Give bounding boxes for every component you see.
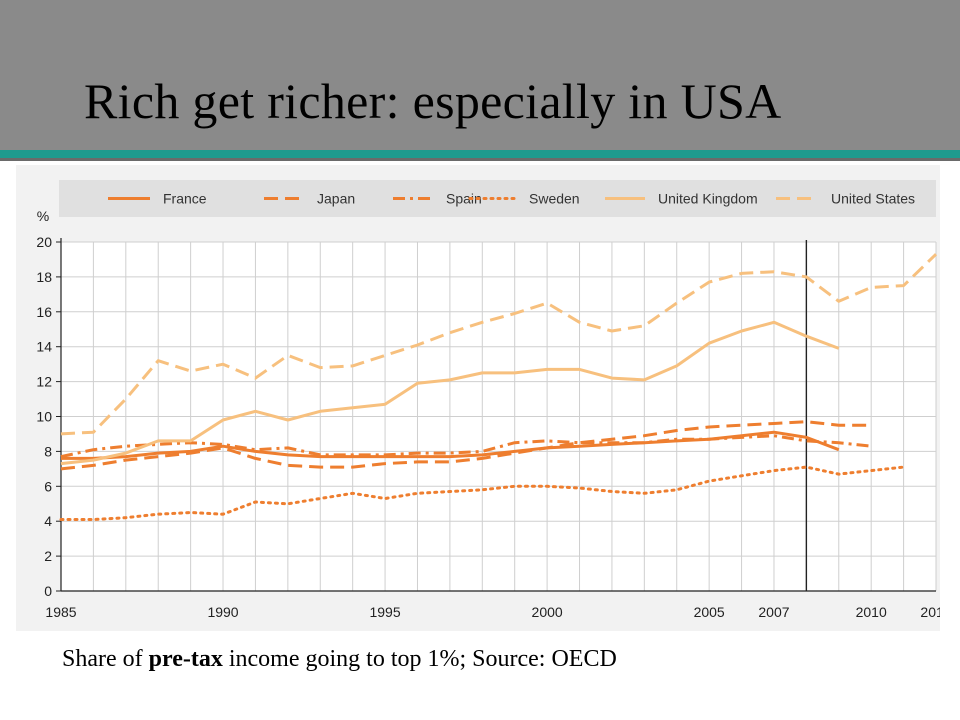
x-tick-label: 2005 [694,604,725,620]
x-tick-label: 2012 [920,604,940,620]
chart-caption: Share of pre-tax income going to top 1%;… [62,646,617,673]
y-tick-label: 16 [36,304,52,320]
series-line-united-states [60,253,938,436]
y-tick-label: 12 [36,374,52,390]
legend-label: Japan [317,191,355,207]
y-tick-label: 4 [44,513,52,529]
divider-rule [0,158,960,161]
x-tick-label: 2007 [758,604,789,620]
x-tick-label: 1995 [369,604,400,620]
y-tick-label: 0 [44,583,52,599]
legend-label: United States [831,191,915,207]
legend-label: France [163,191,207,207]
y-tick-label: 10 [36,409,52,425]
chart-axes: 0 2 4 6 8 10 12 14 16 18 20% 1985 1990 1995 2000 2005 20… [36,208,940,620]
caption-emphasis: pre-tax [148,646,223,672]
series-line-united-kingdom [60,320,840,466]
series-line-japan [60,420,872,471]
y-tick-label: 18 [36,269,52,285]
y-tick-label: 2 [44,548,52,564]
legend-label: United Kingdom [658,191,758,207]
x-tick-label: 2010 [856,604,887,620]
chart-legend: France Japan Spain Sweden United Kingdom Unit… [59,180,936,217]
x-tick-label: 1990 [207,604,238,620]
title-bar [0,0,960,150]
y-axis-label: % [37,208,49,224]
caption-suffix: income going to top 1%; Source: OECD [222,646,617,672]
series-line-sweden [59,465,906,521]
y-tick-label: 14 [36,339,52,355]
x-tick-label: 2000 [532,604,563,620]
chart-series [59,253,938,521]
caption-prefix: Share of [62,646,149,672]
y-tick-label: 8 [44,443,52,459]
y-tick-label: 20 [36,234,52,250]
accent-rule [0,150,960,158]
line-chart: France Japan Spain Sweden United Kingdom Unit… [36,180,940,620]
slide-title: Rich get richer: especially in USA [84,73,782,129]
legend-label: Spain [446,191,482,207]
series-line-spain [60,434,872,459]
x-tick-label: 1985 [45,604,76,620]
chart-grid [60,241,937,592]
legend-label: Sweden [529,191,580,207]
y-tick-label: 6 [44,478,52,494]
